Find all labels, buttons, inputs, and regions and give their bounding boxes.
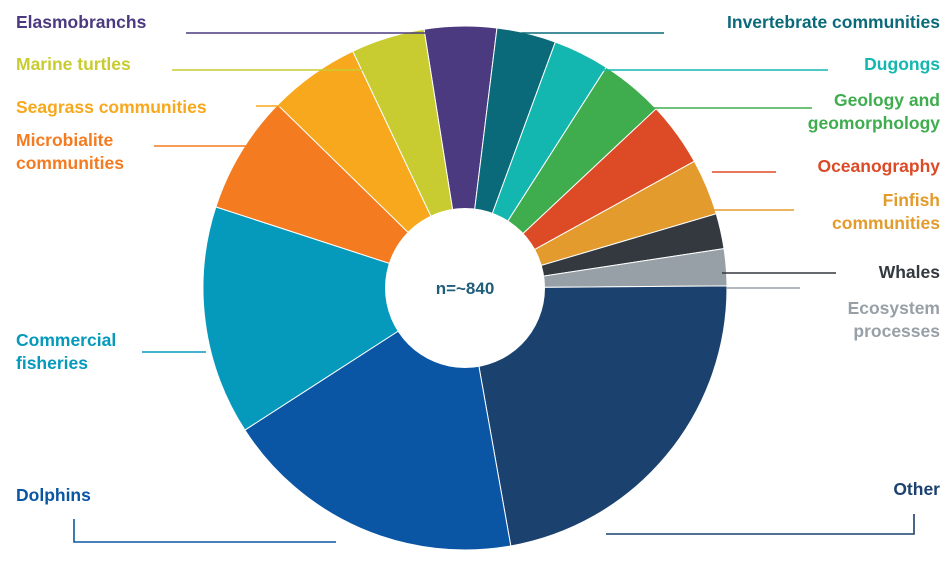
label-seagrass-communities: Seagrass communities	[16, 97, 207, 117]
leader-line-dugongs	[586, 69, 828, 80]
label-line: processes	[853, 321, 940, 341]
label-dolphins: Dolphins	[16, 485, 91, 505]
leader-line-invertebrate-communities	[521, 32, 664, 58]
label-invertebrate-communities: Invertebrate communities	[727, 12, 940, 32]
leader-line-dolphins	[73, 519, 336, 543]
label-line: communities	[16, 153, 124, 173]
label-line: Invertebrate communities	[727, 12, 940, 32]
label-line: Ecosystem	[848, 298, 940, 318]
label-line: Seagrass communities	[16, 97, 207, 117]
label-commercial-fisheries: Commercial fisheries	[16, 330, 116, 373]
slice-commercial-fisheries	[202, 206, 467, 431]
label-line: Elasmobranchs	[16, 12, 147, 32]
label-microbialite-communities: Microbialite communities	[16, 130, 124, 173]
label-whales: Whales	[879, 262, 941, 282]
label-geology-and-geomorphology: Geology and geomorphology	[808, 90, 940, 133]
label-line: Microbialite	[16, 130, 114, 150]
label-line: Commercial	[16, 330, 116, 350]
label-line: Dolphins	[16, 485, 91, 505]
slice-other	[464, 285, 728, 547]
label-line: Geology and	[834, 90, 940, 110]
label-elasmobranchs: Elasmobranchs	[16, 12, 147, 32]
leader-line-other	[606, 514, 915, 535]
label-oceanography: Oceanography	[817, 156, 940, 176]
label-line: Whales	[879, 262, 941, 282]
label-dugongs: Dugongs	[864, 54, 940, 74]
label-other: Other	[893, 479, 940, 499]
label-line: communities	[832, 213, 940, 233]
label-line: geomorphology	[808, 113, 940, 133]
center-label: n=~840	[436, 279, 495, 298]
label-line: Marine turtles	[16, 54, 131, 74]
label-line: Finfish	[883, 190, 940, 210]
center-hole	[385, 208, 545, 368]
leader-line-geology-and-geomorphology	[642, 107, 812, 116]
label-line: Other	[893, 479, 940, 499]
label-ecosystem-processes: Ecosystem processes	[848, 298, 941, 341]
label-finfish-communities: Finfish communities	[832, 190, 940, 233]
leader-line-elasmobranchs	[186, 32, 463, 50]
label-line: Dugongs	[864, 54, 940, 74]
label-line: fisheries	[16, 353, 88, 373]
label-line: Oceanography	[817, 156, 940, 176]
label-marine-turtles: Marine turtles	[16, 54, 131, 74]
